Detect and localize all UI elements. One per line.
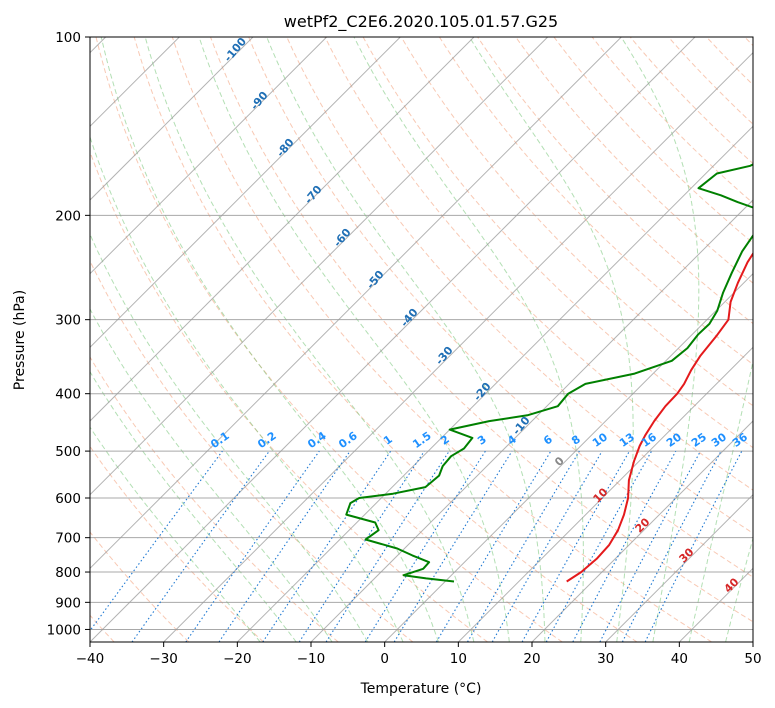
dry-adiabat-line xyxy=(90,356,339,642)
isotherm-line xyxy=(236,125,753,642)
y-axis-label: Pressure (hPa) xyxy=(12,290,28,390)
x-tick-label: 0 xyxy=(380,651,389,667)
y-tick-label: 700 xyxy=(55,531,81,547)
y-tick-label: 300 xyxy=(55,313,81,329)
dewpoint-profile xyxy=(345,163,753,583)
mixing-ratio-line xyxy=(298,450,425,642)
y-tick-label: 400 xyxy=(55,387,81,403)
moist-adiabat-line xyxy=(144,37,475,642)
plot-background xyxy=(90,37,753,642)
dry-adiabat-line xyxy=(95,37,563,642)
y-tick-label: 1000 xyxy=(47,622,81,638)
isotherm-line xyxy=(457,346,753,642)
x-axis-label: Temperature (°C) xyxy=(360,681,482,697)
x-tick-label: 40 xyxy=(671,651,688,667)
dry-adiabat-line xyxy=(438,37,753,366)
mixing-ratio-line xyxy=(393,450,513,642)
isotherm-line xyxy=(531,420,753,642)
temperature-profile xyxy=(566,251,753,583)
moist-adiabats xyxy=(90,37,753,642)
mixing-ratio-line xyxy=(545,450,653,642)
mixing-ratio-line xyxy=(90,450,223,632)
dry-adiabat-line xyxy=(90,531,190,642)
moist-adiabat-line xyxy=(266,37,546,642)
mixing-ratio-line xyxy=(325,450,450,642)
x-tick-label: −40 xyxy=(76,651,105,667)
dry-adiabat-line xyxy=(90,445,264,642)
y-tick-label: 200 xyxy=(55,208,81,224)
moist-adiabat-line xyxy=(198,37,510,642)
mixing-ratio-line xyxy=(131,450,270,642)
dry-adiabat-line xyxy=(515,37,753,284)
y-tick-label: 800 xyxy=(55,565,81,581)
x-tick-label: 30 xyxy=(597,651,614,667)
dry-adiabat-line xyxy=(210,37,753,623)
x-tick-label: −10 xyxy=(297,651,326,667)
mixing-ratio-line xyxy=(262,450,392,642)
dry-adiabat-line xyxy=(324,37,753,491)
isotherm-line xyxy=(90,37,622,570)
x-tick-label: 50 xyxy=(744,651,761,667)
moist-adiabat-line xyxy=(90,308,333,642)
x-tick-label: −20 xyxy=(223,651,252,667)
isotherms xyxy=(90,37,753,642)
dry-adiabat-line xyxy=(133,37,638,642)
isotherm-line xyxy=(90,37,401,349)
moist-adiabat-line xyxy=(353,37,584,642)
mixing-ratio-line xyxy=(218,450,351,642)
mixing-ratio-lines xyxy=(90,450,743,642)
x-tick-label: 20 xyxy=(523,651,540,667)
y-tick-label: 100 xyxy=(55,30,81,46)
y-tick-label: 600 xyxy=(55,491,81,507)
x-tick-label: 10 xyxy=(450,651,467,667)
isotherm-line xyxy=(90,37,549,496)
chart-title: wetPf2_C2E6.2020.105.01.57.G25 xyxy=(284,12,558,32)
isotherm-line xyxy=(90,37,475,422)
x-tick-label: −30 xyxy=(149,651,178,667)
y-axis: 100 200 300 400 500 600 700 800 900 1000 xyxy=(47,30,90,638)
mixing-ratio-line xyxy=(572,450,677,642)
y-tick-label: 500 xyxy=(55,444,81,460)
moist-adiabat-line xyxy=(620,37,700,642)
moist-adiabat-line xyxy=(688,358,753,642)
moist-adiabat-line xyxy=(90,135,404,642)
isotherm-line xyxy=(163,51,753,642)
mixing-ratio-line xyxy=(644,450,743,642)
isobars xyxy=(90,37,753,630)
moist-adiabat-line xyxy=(100,37,439,642)
moist-adiabat-line xyxy=(725,536,753,642)
moist-adiabat-line xyxy=(90,426,261,642)
plot-frame xyxy=(89,36,754,643)
isotherm-line xyxy=(90,37,254,201)
moist-adiabat-line xyxy=(90,232,369,642)
mixing-ratio-line xyxy=(185,450,320,642)
mixing-ratio-line xyxy=(521,450,630,642)
isotherm-line xyxy=(90,37,696,642)
profiles xyxy=(345,163,753,583)
dry-adiabat-line xyxy=(248,37,753,578)
dry-adiabat-line xyxy=(171,37,712,642)
isotherm-line xyxy=(384,272,753,642)
dry-adiabat-line xyxy=(400,37,753,407)
x-axis: −40 −30 −20 −10 0 10 20 30 40 50 xyxy=(76,642,762,667)
y-tick-label: 900 xyxy=(55,595,81,611)
isotherm-line xyxy=(605,493,753,642)
dry-adiabat-line xyxy=(90,150,488,642)
isotherm-line xyxy=(752,641,753,642)
isotherm-line xyxy=(310,199,753,642)
isotherm-line xyxy=(90,37,328,275)
